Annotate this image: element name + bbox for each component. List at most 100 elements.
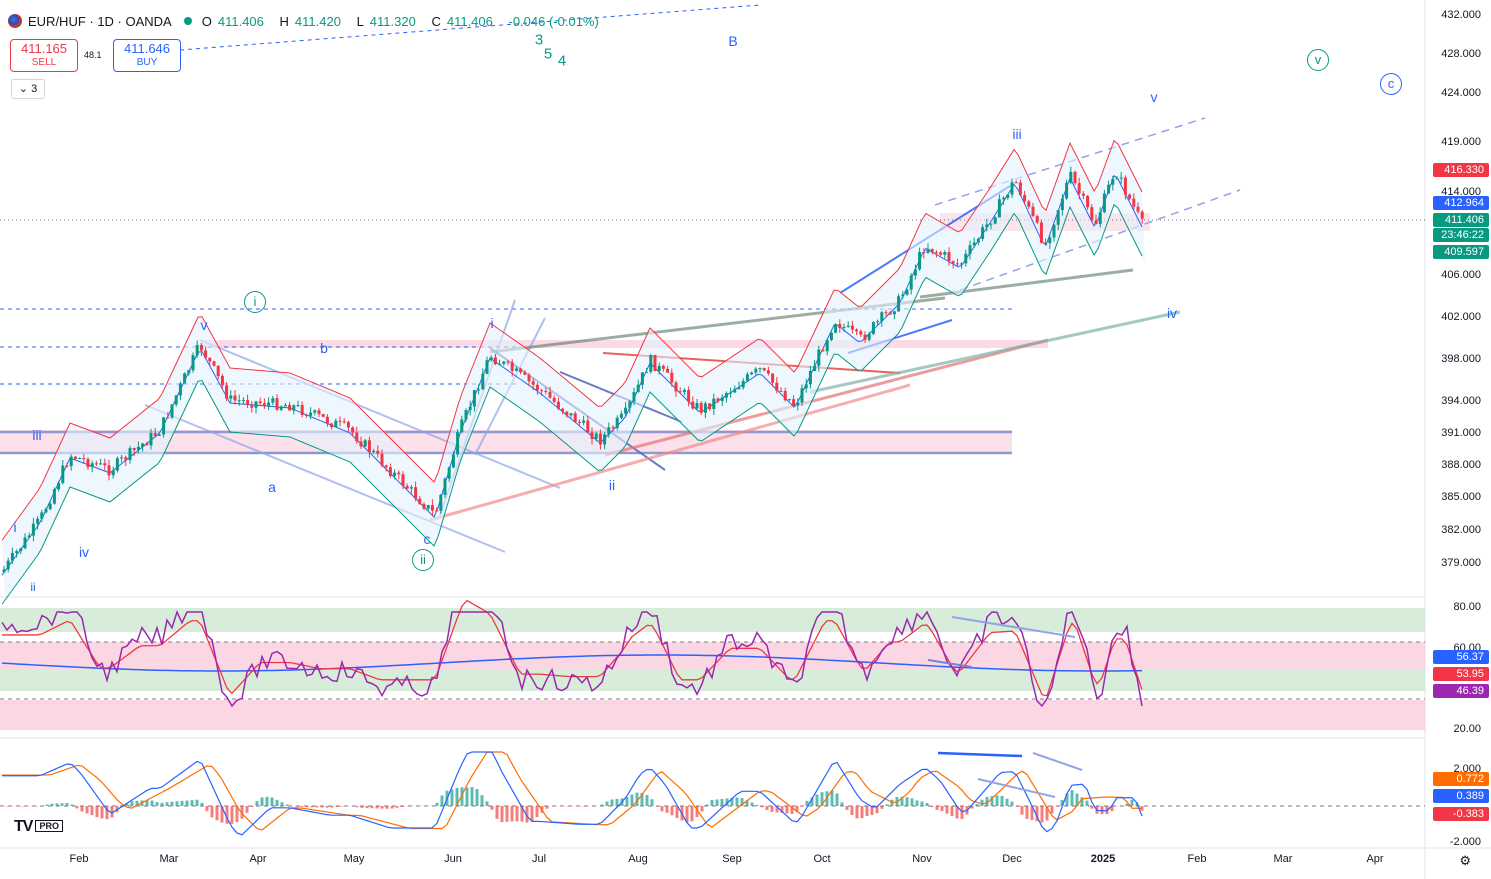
candle-body xyxy=(1035,216,1039,223)
macd-histogram-bar xyxy=(205,806,209,812)
wave-label-circle[interactable]: c xyxy=(1380,73,1402,95)
wave-label[interactable]: iii xyxy=(1012,126,1022,142)
candle-body xyxy=(745,374,749,381)
indicators-toggle[interactable]: ⌄ 3 xyxy=(11,79,45,99)
macd-histogram-bar xyxy=(645,795,649,806)
wave-label[interactable]: ii xyxy=(30,580,36,594)
logo-mark: TV xyxy=(14,818,33,835)
wave-label[interactable]: iv xyxy=(1166,305,1178,321)
buy-button[interactable]: 411.646 BUY xyxy=(113,39,181,72)
wave-label[interactable]: iii xyxy=(32,427,42,443)
macd-histogram-bar xyxy=(510,806,514,822)
macd-histogram-bar xyxy=(300,806,304,808)
trend-line[interactable] xyxy=(809,310,1181,394)
divergence-line[interactable] xyxy=(927,659,973,668)
macd-histogram-bar xyxy=(1000,796,1004,806)
trend-line[interactable] xyxy=(604,338,1049,457)
wave-label[interactable]: a xyxy=(268,479,276,495)
candle-body xyxy=(44,509,48,513)
candle-body xyxy=(204,350,208,358)
gear-icon[interactable]: ⚙ xyxy=(1459,853,1471,868)
candle-body xyxy=(611,427,615,429)
candle-body xyxy=(762,368,766,371)
candle-body xyxy=(796,402,800,406)
candle-body xyxy=(351,427,355,433)
wave-label[interactable]: i xyxy=(13,519,17,535)
wave-label[interactable]: 3 xyxy=(534,31,544,49)
trend-line[interactable] xyxy=(179,4,761,51)
trend-line[interactable] xyxy=(429,383,911,522)
candle-body xyxy=(309,412,313,416)
macd-histogram-bar xyxy=(725,798,729,806)
high-value: 411.420 xyxy=(294,13,341,29)
divergence-line[interactable] xyxy=(937,751,1023,758)
candle-body xyxy=(468,406,472,411)
wave-label-circle[interactable]: ii xyxy=(412,549,434,571)
candle-body xyxy=(82,458,86,460)
candle-body xyxy=(376,450,380,454)
channel-line[interactable] xyxy=(959,189,1241,291)
wave-label[interactable]: ii xyxy=(608,477,616,493)
candle-body xyxy=(720,397,724,402)
wave-label[interactable]: iv xyxy=(78,544,90,560)
macd-histogram-bar xyxy=(215,806,219,821)
wave-label[interactable]: v xyxy=(1150,89,1158,105)
candle-body xyxy=(86,459,90,468)
macd-histogram-bar xyxy=(710,800,714,806)
wave-label[interactable]: i xyxy=(490,315,494,331)
macd-histogram-bar xyxy=(865,806,869,816)
macd-histogram-bar xyxy=(935,806,939,810)
candle-body xyxy=(1073,171,1077,184)
macd-histogram-bar xyxy=(330,806,334,808)
time-axis-tick: Mar xyxy=(1273,853,1293,865)
candle-body xyxy=(313,410,317,413)
wave-label-circle[interactable]: v xyxy=(1307,49,1329,71)
macd-histogram-bar xyxy=(625,797,629,806)
candle-body xyxy=(741,380,745,388)
wave-label[interactable]: 5 xyxy=(543,45,553,63)
wave-label[interactable]: b xyxy=(320,340,328,356)
wave-label[interactable]: c xyxy=(423,531,431,547)
candle-body xyxy=(531,381,535,385)
macd-histogram-bar xyxy=(60,803,64,806)
candle-body xyxy=(187,370,191,374)
divergence-line[interactable] xyxy=(977,778,1056,798)
wave-label[interactable]: v xyxy=(200,317,208,333)
candle-body xyxy=(695,403,699,409)
candle-body xyxy=(225,385,229,399)
candle-body xyxy=(296,405,300,407)
channel-line[interactable] xyxy=(144,404,506,553)
candle-body xyxy=(510,362,514,371)
sell-button[interactable]: 411.165 SELL xyxy=(10,39,78,72)
candle-body xyxy=(573,413,577,423)
divergence-line[interactable] xyxy=(1032,752,1083,771)
resistance-zone[interactable] xyxy=(200,340,1048,348)
chevron-down-icon: ⌄ xyxy=(18,83,29,95)
wave-label-circle[interactable]: i xyxy=(244,291,266,313)
candle-body xyxy=(569,413,573,416)
macd-histogram-bar xyxy=(440,795,444,806)
channel-line[interactable] xyxy=(199,339,561,489)
macd-histogram-bar xyxy=(475,788,479,806)
candle-body xyxy=(23,537,27,549)
macd-histogram-bar xyxy=(600,804,604,806)
macd-histogram-bar xyxy=(340,806,344,807)
candle-body xyxy=(934,252,938,254)
rsi-value-label: 46.39 xyxy=(1433,684,1489,698)
divergence-line[interactable] xyxy=(951,616,1076,638)
macd-histogram-bar xyxy=(390,806,394,809)
macd-histogram-bar xyxy=(690,806,694,822)
wave-label[interactable]: B xyxy=(728,33,738,49)
candle-body xyxy=(170,404,174,418)
macd-histogram-bar xyxy=(810,797,814,806)
candle-body xyxy=(792,399,796,406)
macd-histogram-bar xyxy=(470,787,474,806)
candle-body xyxy=(691,401,695,409)
symbol-title[interactable]: EUR/HUF · 1D · OANDA xyxy=(28,13,172,29)
time-axis-tick: Apr xyxy=(249,853,267,865)
candle-body xyxy=(947,251,951,262)
wave-label[interactable]: 4 xyxy=(557,52,567,70)
macd-histogram-bar xyxy=(930,806,934,808)
tradingview-logo[interactable]: TV PRO xyxy=(14,818,63,836)
